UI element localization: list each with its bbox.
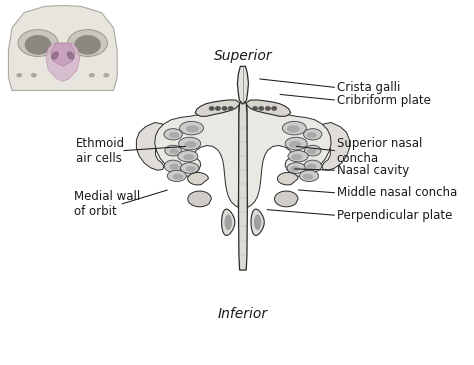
- Circle shape: [16, 73, 22, 77]
- Text: Middle nasal concha: Middle nasal concha: [337, 186, 457, 199]
- Circle shape: [216, 107, 220, 110]
- Text: Ethmoid
air cells: Ethmoid air cells: [76, 137, 125, 165]
- Circle shape: [210, 107, 214, 110]
- Circle shape: [228, 107, 233, 110]
- Polygon shape: [277, 173, 298, 185]
- Ellipse shape: [185, 141, 197, 148]
- Polygon shape: [46, 43, 80, 81]
- Ellipse shape: [51, 51, 59, 60]
- Ellipse shape: [165, 145, 182, 156]
- Polygon shape: [137, 123, 166, 170]
- Ellipse shape: [179, 137, 201, 150]
- Polygon shape: [251, 209, 264, 235]
- Ellipse shape: [18, 30, 58, 57]
- Ellipse shape: [183, 154, 194, 160]
- Ellipse shape: [186, 125, 199, 132]
- Circle shape: [253, 107, 257, 110]
- Circle shape: [272, 107, 276, 110]
- Polygon shape: [9, 5, 117, 91]
- Polygon shape: [237, 66, 248, 104]
- Ellipse shape: [304, 160, 321, 172]
- Text: Superior nasal
concha: Superior nasal concha: [337, 137, 422, 165]
- Polygon shape: [238, 103, 247, 270]
- Ellipse shape: [307, 149, 316, 154]
- Ellipse shape: [164, 160, 182, 172]
- Polygon shape: [188, 191, 211, 207]
- Polygon shape: [274, 191, 298, 207]
- Ellipse shape: [169, 132, 179, 138]
- Ellipse shape: [307, 164, 317, 170]
- Ellipse shape: [181, 163, 199, 173]
- Ellipse shape: [289, 141, 301, 148]
- Text: Perpendicular plate: Perpendicular plate: [337, 209, 452, 222]
- Text: Nasal cavity: Nasal cavity: [337, 164, 409, 177]
- Ellipse shape: [303, 174, 313, 180]
- Ellipse shape: [180, 122, 203, 135]
- Polygon shape: [247, 101, 331, 207]
- Polygon shape: [254, 214, 261, 230]
- Ellipse shape: [74, 35, 101, 55]
- Ellipse shape: [287, 125, 300, 132]
- Polygon shape: [195, 100, 240, 116]
- Ellipse shape: [173, 174, 183, 180]
- Ellipse shape: [178, 151, 198, 162]
- Ellipse shape: [292, 154, 302, 160]
- Polygon shape: [155, 101, 239, 207]
- Circle shape: [266, 107, 270, 110]
- Ellipse shape: [164, 129, 182, 140]
- Ellipse shape: [25, 35, 51, 55]
- Ellipse shape: [170, 149, 179, 154]
- Polygon shape: [225, 214, 232, 230]
- Ellipse shape: [68, 30, 108, 57]
- Ellipse shape: [290, 166, 300, 172]
- Circle shape: [222, 107, 227, 110]
- Ellipse shape: [285, 137, 307, 150]
- Ellipse shape: [304, 145, 321, 156]
- Circle shape: [103, 73, 109, 77]
- Polygon shape: [51, 43, 75, 66]
- Text: Superior: Superior: [214, 49, 272, 64]
- Text: Crista galli: Crista galli: [337, 81, 400, 94]
- Text: Inferior: Inferior: [218, 307, 268, 321]
- Ellipse shape: [167, 170, 186, 181]
- Ellipse shape: [169, 164, 179, 170]
- Circle shape: [259, 107, 264, 110]
- Text: Cribriform plate: Cribriform plate: [337, 93, 430, 107]
- Polygon shape: [246, 100, 291, 116]
- Ellipse shape: [300, 170, 319, 181]
- Ellipse shape: [67, 51, 74, 60]
- Polygon shape: [320, 123, 349, 170]
- Polygon shape: [188, 173, 209, 185]
- Ellipse shape: [186, 166, 196, 172]
- Ellipse shape: [287, 163, 305, 173]
- Text: Medial wall
of orbit: Medial wall of orbit: [74, 190, 140, 218]
- Ellipse shape: [303, 129, 322, 140]
- Ellipse shape: [288, 151, 308, 162]
- Polygon shape: [222, 209, 235, 235]
- Ellipse shape: [283, 122, 306, 135]
- Circle shape: [89, 73, 95, 77]
- Ellipse shape: [307, 132, 317, 138]
- Circle shape: [31, 73, 37, 77]
